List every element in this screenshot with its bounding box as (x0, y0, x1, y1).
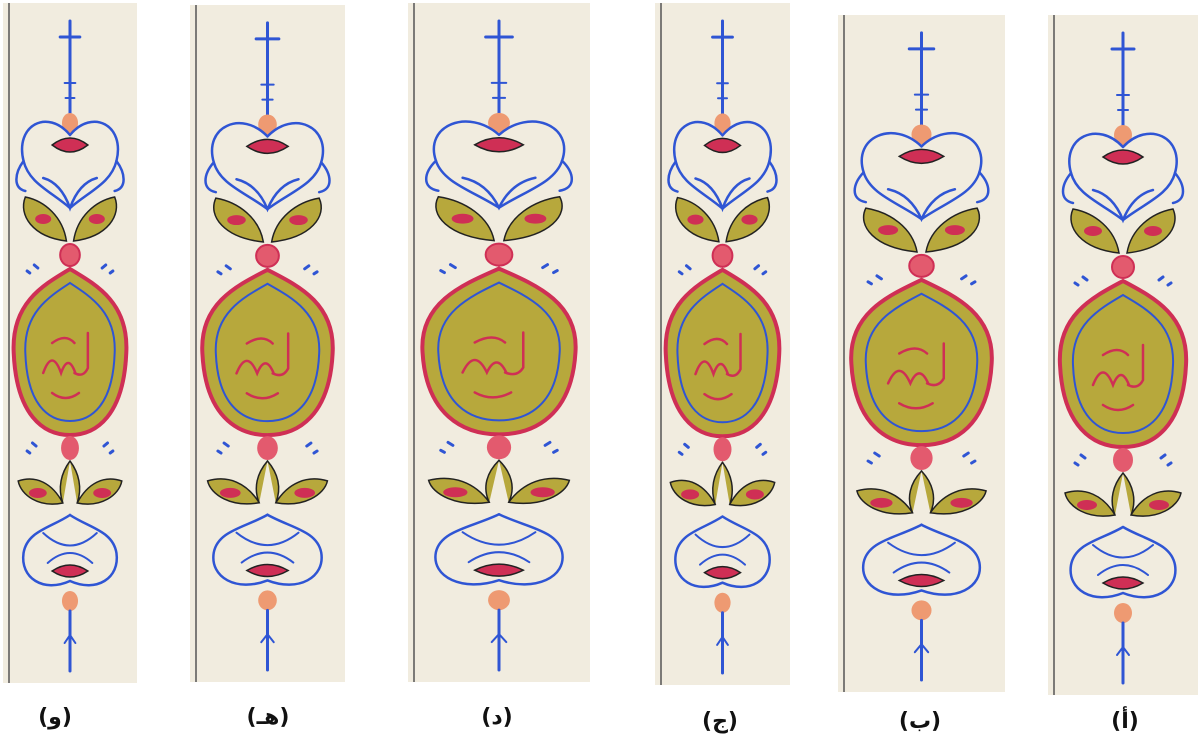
knot (256, 245, 279, 267)
leaf-center (1149, 500, 1169, 510)
knot (1113, 448, 1133, 472)
knot (909, 255, 933, 277)
leaf-center (950, 498, 972, 508)
leaf-center (524, 214, 546, 224)
panel-label: (ج) (702, 709, 738, 734)
panel-label: (هـ) (247, 705, 290, 730)
leaf-center (443, 487, 467, 497)
knot (714, 437, 732, 461)
dot (714, 593, 730, 613)
leaf-center (746, 489, 764, 499)
leaf-center (531, 487, 555, 497)
leaf-center (945, 225, 965, 235)
leaf-center (878, 225, 898, 235)
panel-label: (أ) (1111, 705, 1139, 734)
figure: (و) (هـ) (د) (ج) (ب) (أ) (0, 0, 1204, 750)
knot (713, 245, 733, 267)
leaf-center (870, 498, 892, 508)
leaf-center (289, 215, 308, 225)
leaf-center (741, 215, 757, 225)
leaf-center (1144, 226, 1162, 236)
leaf-center (29, 488, 47, 498)
leaf-center (1084, 226, 1102, 236)
dot (258, 590, 277, 610)
dot (911, 600, 931, 620)
leaf-center (681, 489, 699, 499)
dot (488, 590, 510, 610)
panel-label: (و) (38, 705, 72, 730)
panel-label: (ب) (899, 709, 941, 734)
leaf-center (93, 488, 111, 498)
leaf-center (294, 488, 315, 498)
knot (60, 244, 80, 266)
leaf-center (35, 214, 51, 224)
leaf-center (89, 214, 105, 224)
leaf-center (1077, 500, 1097, 510)
knot (486, 244, 513, 266)
leaf-center (687, 215, 703, 225)
leaf-center (452, 214, 474, 224)
knot (61, 436, 79, 460)
knot (1112, 256, 1134, 278)
leaf-center (227, 215, 246, 225)
leaf-center (220, 488, 241, 498)
panel-label: (د) (481, 705, 512, 730)
knot (910, 446, 932, 470)
knot (487, 435, 511, 459)
knot (257, 436, 278, 460)
dot (62, 591, 78, 611)
dot (1114, 603, 1132, 623)
